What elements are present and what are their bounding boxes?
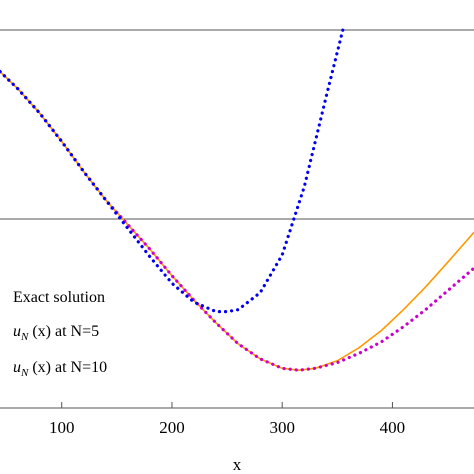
x-ticks: 100 200 300 400 [49,402,405,437]
x-axis-label: x [233,455,242,474]
legend: Exact solution uN (x) at N=5 uN (x) at N=1… [13,289,107,379]
series-line-0 [0,71,474,371]
x-tick-label: 300 [269,418,295,437]
x-tick-label: 400 [380,418,406,437]
plot-frame [0,29,474,409]
x-tick-label: 200 [159,418,185,437]
series-line-2 [0,28,345,314]
legend-entry-0: Exact solution [13,289,105,306]
legend-entry-2: uN (x) at N=10 [13,359,107,379]
legend-entry-1: uN (x) at N=5 [13,323,99,343]
x-tick-label: 100 [49,418,75,437]
series-lines [0,28,474,372]
